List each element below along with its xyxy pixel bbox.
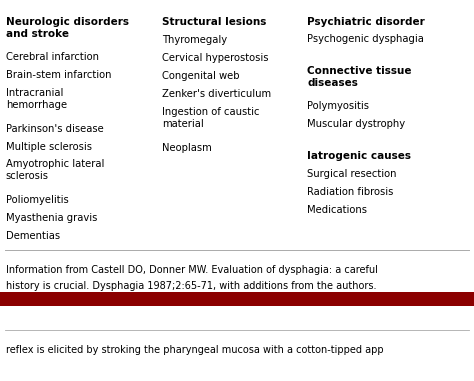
Text: reflex is elicited by stroking the pharyngeal mucosa with a cotton-tipped app: reflex is elicited by stroking the phary…	[6, 345, 383, 355]
Text: Iatrogenic causes: Iatrogenic causes	[307, 151, 411, 161]
Text: Information from Castell DO, Donner MW. Evaluation of dysphagia: a careful: Information from Castell DO, Donner MW. …	[6, 265, 378, 275]
Text: Psychiatric disorder: Psychiatric disorder	[307, 17, 425, 27]
Text: Radiation fibrosis: Radiation fibrosis	[307, 187, 393, 197]
Text: Cerebral infarction: Cerebral infarction	[6, 52, 99, 62]
Text: Ingestion of caustic
material: Ingestion of caustic material	[162, 107, 260, 129]
Text: Thyromegaly: Thyromegaly	[162, 35, 227, 45]
Text: Parkinson's disease: Parkinson's disease	[6, 123, 103, 134]
Text: Medications: Medications	[307, 205, 367, 215]
Bar	[0, 292, 474, 306]
Text: Connective tissue
diseases: Connective tissue diseases	[307, 66, 411, 88]
Text: Multiple sclerosis: Multiple sclerosis	[6, 141, 91, 152]
Text: history is crucial. Dysphagia 1987;2:65-71, with additions from the authors.: history is crucial. Dysphagia 1987;2:65-…	[6, 280, 376, 291]
Text: Neoplasm: Neoplasm	[162, 142, 212, 153]
Text: Zenker's diverticulum: Zenker's diverticulum	[162, 89, 271, 99]
Text: Cervical hyperostosis: Cervical hyperostosis	[162, 53, 269, 63]
Text: Psychogenic dysphagia: Psychogenic dysphagia	[307, 34, 424, 44]
Text: Brain-stem infarction: Brain-stem infarction	[6, 70, 111, 80]
Text: Polymyositis: Polymyositis	[307, 101, 369, 112]
Text: Dementias: Dementias	[6, 231, 60, 241]
Text: Neurologic disorders
and stroke: Neurologic disorders and stroke	[6, 17, 128, 39]
Text: Structural lesions: Structural lesions	[162, 17, 266, 27]
Text: Intracranial
hemorrhage: Intracranial hemorrhage	[6, 88, 67, 110]
Text: Myasthenia gravis: Myasthenia gravis	[6, 213, 97, 223]
Text: Congenital web: Congenital web	[162, 71, 240, 81]
Bar	[0, 306, 474, 321]
Text: Amyotrophic lateral
sclerosis: Amyotrophic lateral sclerosis	[6, 159, 104, 181]
Text: Surgical resection: Surgical resection	[307, 169, 397, 179]
Text: Poliomyelitis: Poliomyelitis	[6, 195, 68, 205]
Text: Muscular dystrophy: Muscular dystrophy	[307, 119, 405, 130]
